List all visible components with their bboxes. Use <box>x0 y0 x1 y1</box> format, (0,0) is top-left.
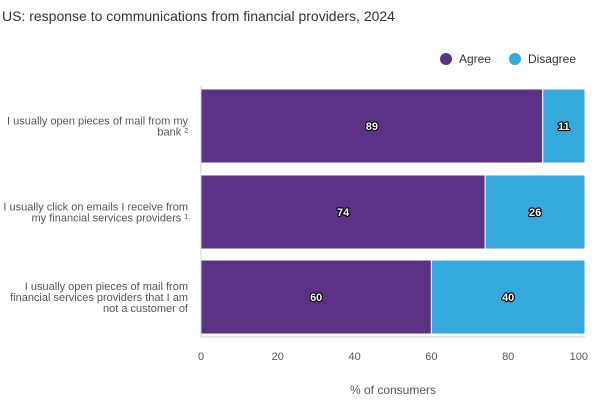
chart-title: US: response to communications from fina… <box>2 8 395 24</box>
data-label-disagree-3: 40 <box>502 292 514 304</box>
category-label-3: I usually open pieces of mail from financ… <box>10 281 189 315</box>
category-label-line: I usually open pieces of mail from <box>25 281 188 293</box>
data-label-disagree-1: 11 <box>558 121 570 133</box>
category-label-line: my financial services providers ¹ <box>32 213 189 225</box>
data-label-agree-2: 74 <box>337 207 350 219</box>
x-tick-label: 40 <box>348 351 360 363</box>
category-label-line: I usually open pieces of mail from my <box>7 116 188 128</box>
x-tick-label: 80 <box>502 351 514 363</box>
legend-item-disagree[interactable]: Disagree <box>508 52 576 66</box>
x-tick-label: 60 <box>425 351 437 363</box>
data-label-agree-1: 89 <box>366 121 378 133</box>
bar-agree-1[interactable] <box>200 88 544 164</box>
category-label-line: financial services providers that I am <box>10 292 188 304</box>
data-label-agree-3: 60 <box>310 292 322 304</box>
x-axis-title: % of consumers <box>350 383 436 397</box>
bar-agree-3[interactable] <box>200 259 432 335</box>
bar-disagree-2[interactable] <box>484 174 586 250</box>
category-label-1: I usually open pieces of mail from my ban… <box>7 116 188 139</box>
legend-swatch-agree <box>439 53 452 65</box>
legend-item-agree[interactable]: Agree <box>439 52 491 66</box>
legend: Agree Disagree <box>422 52 576 66</box>
x-tick-label: 100 <box>570 351 588 363</box>
category-label-line: I usually click on emails I receive from <box>3 202 188 214</box>
legend-label-disagree: Disagree <box>527 52 576 66</box>
data-label-disagree-2: 26 <box>529 207 541 219</box>
bar-disagree-3[interactable] <box>430 259 586 335</box>
x-tick-label: 0 <box>198 351 204 363</box>
category-label-line: bank ² <box>157 127 188 139</box>
legend-swatch-disagree <box>508 53 521 65</box>
x-tick-label: 20 <box>272 351 284 363</box>
bar-disagree-1[interactable] <box>542 88 586 164</box>
category-label-2: I usually click on emails I receive from… <box>3 202 188 225</box>
category-label-line: not a customer of <box>103 303 189 315</box>
legend-label-agree: Agree <box>458 52 491 66</box>
